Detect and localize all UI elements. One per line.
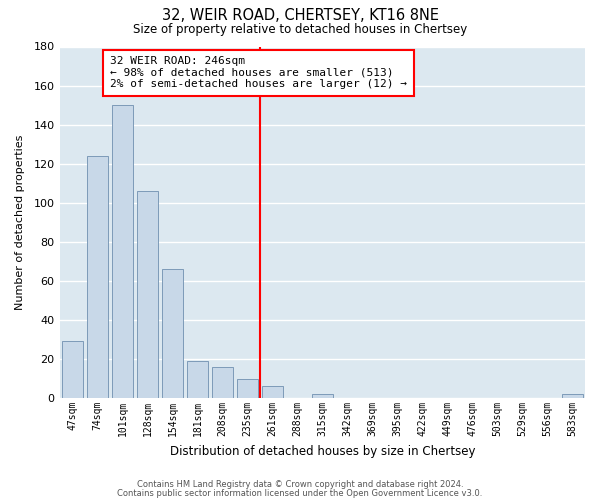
Text: 32 WEIR ROAD: 246sqm
← 98% of detached houses are smaller (513)
2% of semi-detac: 32 WEIR ROAD: 246sqm ← 98% of detached h… [110, 56, 407, 90]
Bar [162, 269, 183, 398]
Text: Contains HM Land Registry data © Crown copyright and database right 2024.: Contains HM Land Registry data © Crown c… [137, 480, 463, 489]
Text: Size of property relative to detached houses in Chertsey: Size of property relative to detached ho… [133, 22, 467, 36]
X-axis label: Distribution of detached houses by size in Chertsey: Distribution of detached houses by size … [170, 444, 475, 458]
Bar [237, 378, 258, 398]
Bar [212, 367, 233, 398]
Y-axis label: Number of detached properties: Number of detached properties [15, 134, 25, 310]
Bar [262, 386, 283, 398]
Text: Contains public sector information licensed under the Open Government Licence v3: Contains public sector information licen… [118, 489, 482, 498]
Bar [562, 394, 583, 398]
Text: 32, WEIR ROAD, CHERTSEY, KT16 8NE: 32, WEIR ROAD, CHERTSEY, KT16 8NE [161, 8, 439, 22]
Bar [112, 105, 133, 398]
Bar [87, 156, 108, 398]
Bar [137, 191, 158, 398]
Bar [62, 342, 83, 398]
Bar [312, 394, 333, 398]
Bar [187, 361, 208, 398]
